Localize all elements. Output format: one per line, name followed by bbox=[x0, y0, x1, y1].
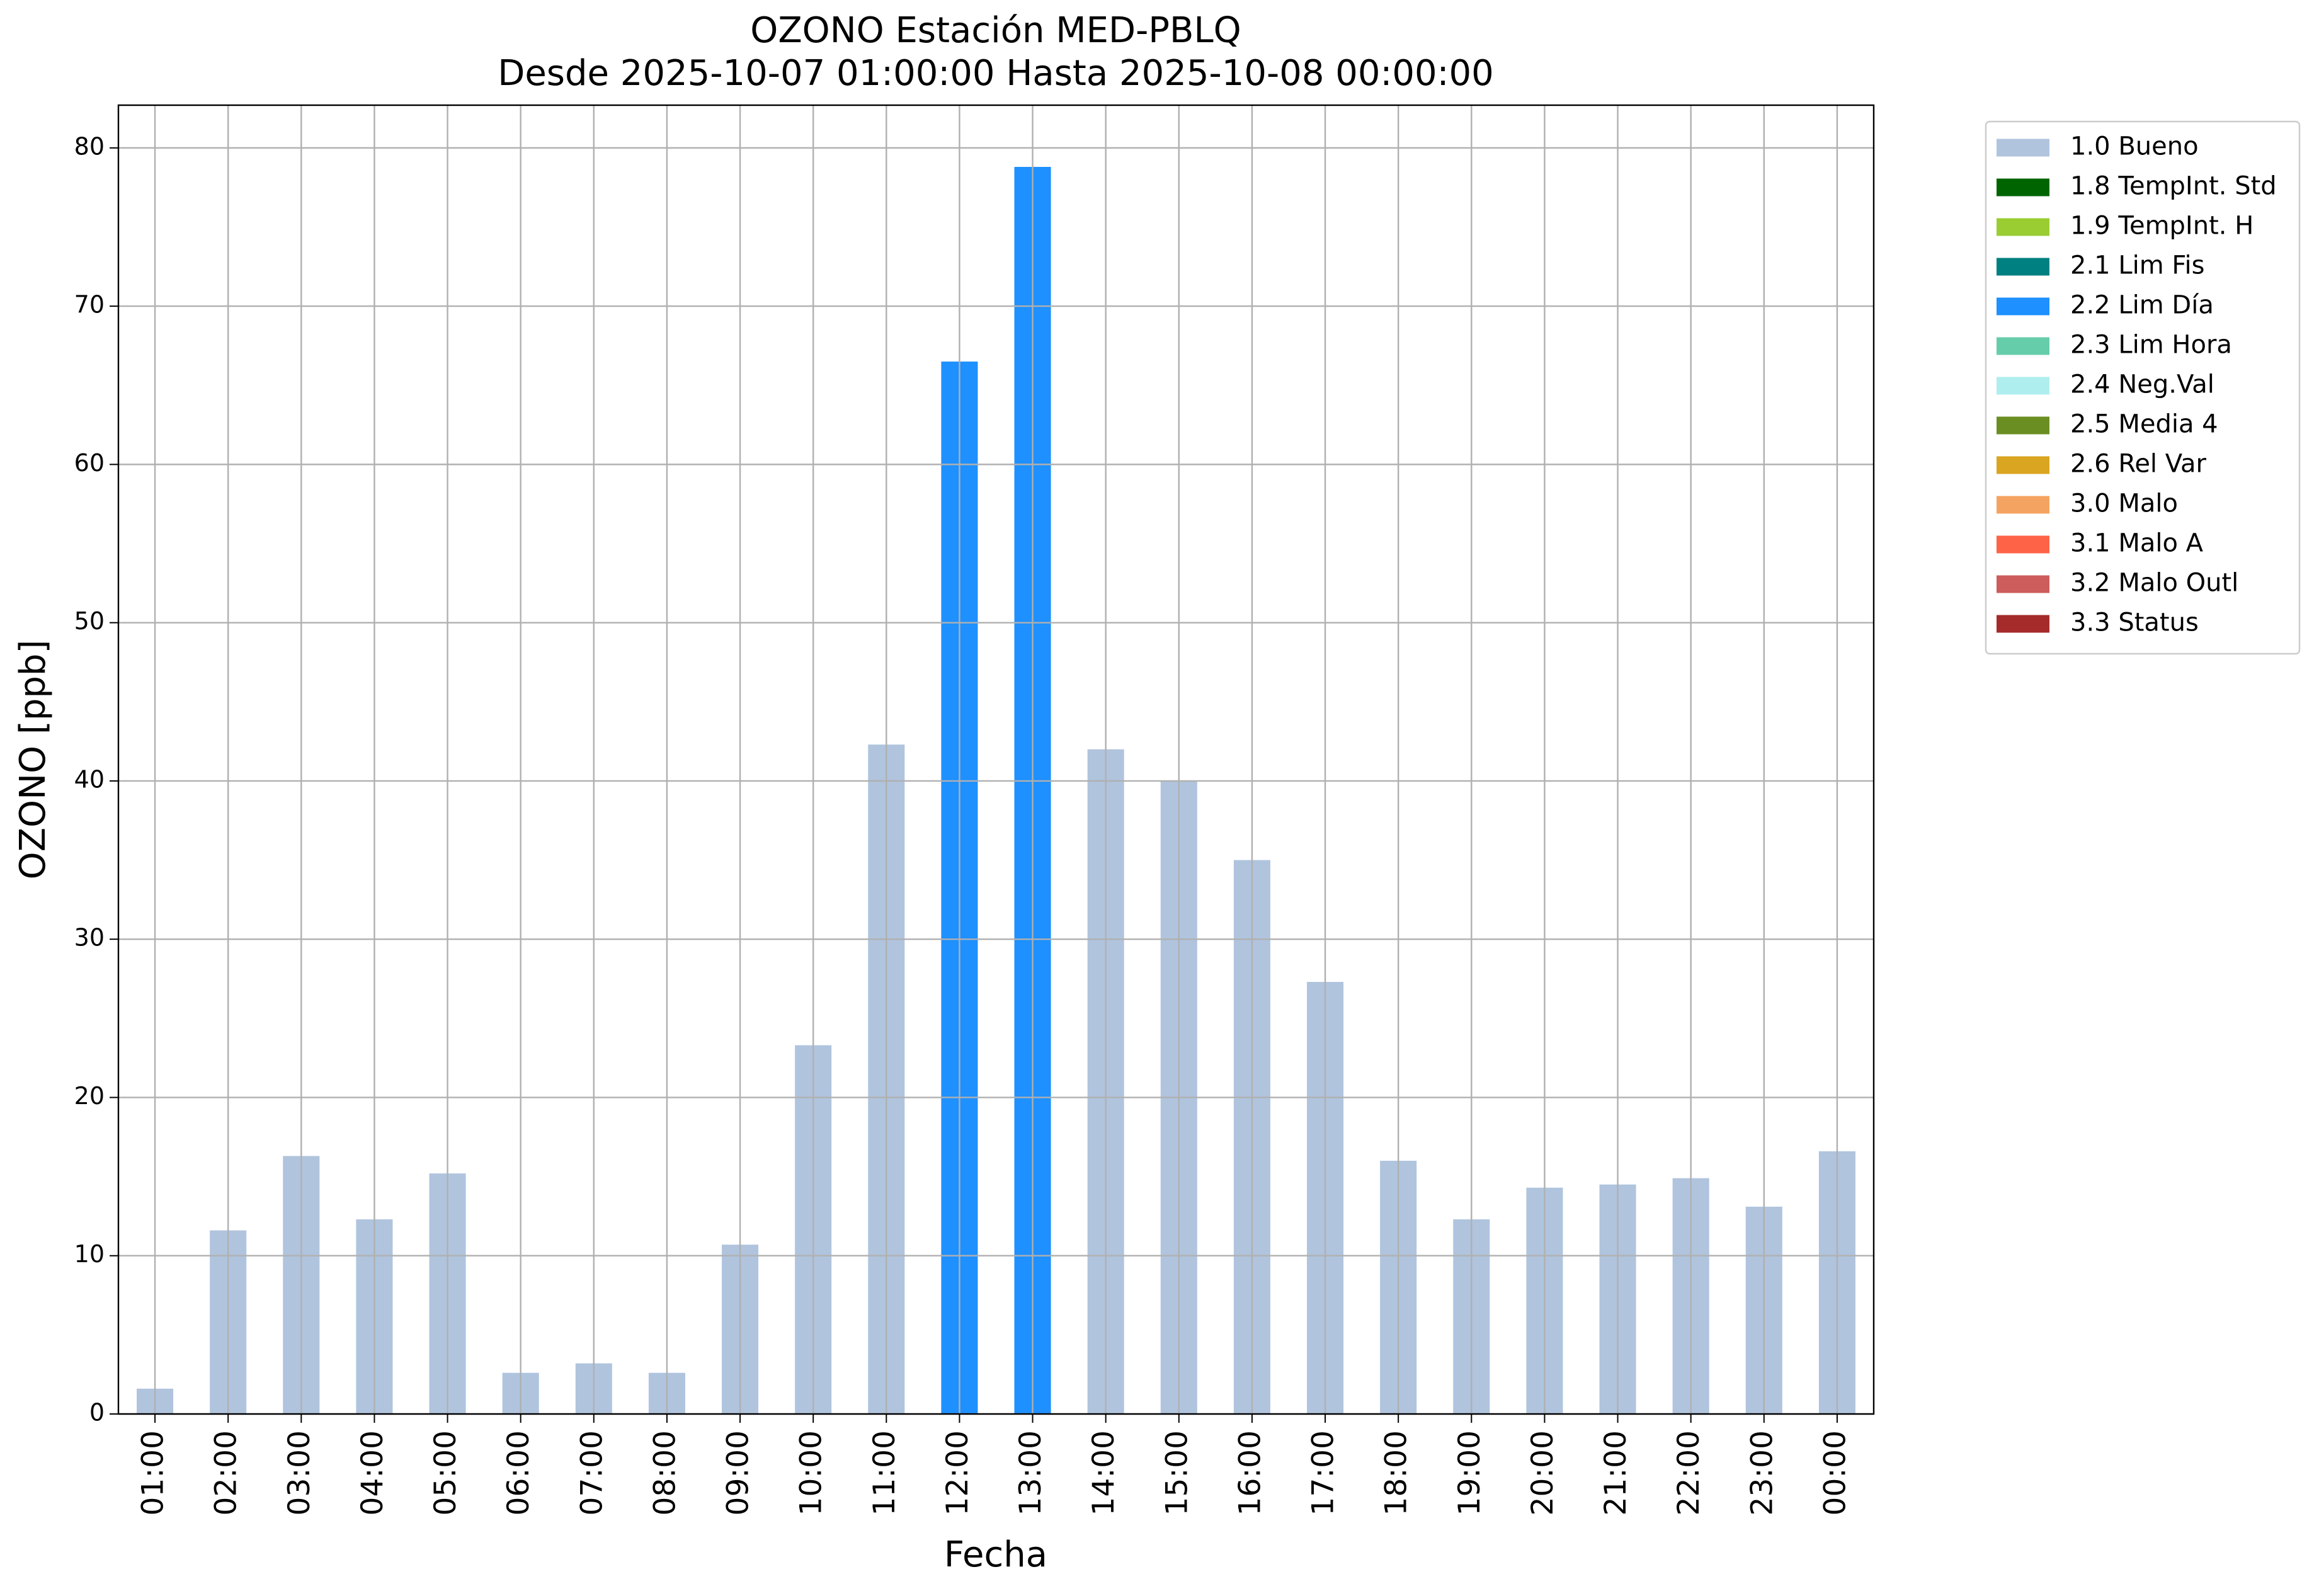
legend-swatch bbox=[1997, 178, 2049, 197]
legend-swatch bbox=[1997, 377, 2049, 395]
legend-swatch bbox=[1997, 535, 2049, 554]
y-tick-label: 50 bbox=[74, 607, 105, 635]
legend-label: 3.2 Malo Outl bbox=[2070, 569, 2238, 598]
x-tick-label: 16:00 bbox=[1233, 1430, 1267, 1515]
x-tick-label: 14:00 bbox=[1086, 1430, 1121, 1515]
x-tick-label: 17:00 bbox=[1306, 1430, 1341, 1515]
legend-label: 2.5 Media 4 bbox=[2070, 410, 2218, 439]
legend-label: 1.9 TempInt. H bbox=[2070, 212, 2253, 241]
legend-label: 3.3 Status bbox=[2070, 608, 2199, 637]
y-tick-label: 0 bbox=[89, 1399, 105, 1427]
legend-swatch bbox=[1997, 496, 2049, 514]
x-tick-label: 04:00 bbox=[355, 1430, 390, 1515]
x-tick-label: 11:00 bbox=[867, 1430, 902, 1515]
legend-swatch bbox=[1997, 258, 2049, 276]
x-tick-label: 13:00 bbox=[1013, 1430, 1048, 1515]
x-tick-label: 08:00 bbox=[647, 1430, 682, 1515]
legend-swatch bbox=[1997, 297, 2049, 316]
y-axis-label: OZONO [ppb] bbox=[13, 640, 54, 880]
y-tick-label: 70 bbox=[74, 291, 105, 319]
y-tick-label: 20 bbox=[74, 1082, 105, 1110]
legend-label: 1.8 TempInt. Std bbox=[2070, 172, 2277, 201]
y-tick-label: 60 bbox=[74, 449, 105, 477]
x-tick-label: 05:00 bbox=[428, 1430, 463, 1515]
legend-box bbox=[1985, 120, 2301, 655]
legend-swatch bbox=[1997, 456, 2049, 474]
x-tick-label: 15:00 bbox=[1160, 1430, 1194, 1515]
legend-label: 2.1 Lim Fis bbox=[2070, 251, 2204, 280]
legend-swatch bbox=[1997, 416, 2049, 435]
legend-label: 1.0 Bueno bbox=[2070, 132, 2199, 161]
y-tick-label: 80 bbox=[74, 132, 105, 160]
x-tick-label: 06:00 bbox=[501, 1430, 536, 1515]
legend-swatch bbox=[1997, 575, 2049, 593]
x-tick-label: 03:00 bbox=[282, 1430, 317, 1515]
legend-label: 2.6 Rel Var bbox=[2070, 450, 2207, 479]
x-tick-label: 12:00 bbox=[940, 1430, 975, 1515]
x-tick-label: 23:00 bbox=[1745, 1430, 1779, 1515]
legend-swatch bbox=[1997, 337, 2049, 355]
x-tick-label: 20:00 bbox=[1525, 1430, 1560, 1515]
y-tick-label: 10 bbox=[74, 1240, 105, 1268]
x-tick-label: 00:00 bbox=[1818, 1430, 1852, 1515]
legend-label: 2.3 Lim Hora bbox=[2070, 331, 2232, 360]
legend-label: 3.0 Malo bbox=[2070, 489, 2178, 518]
legend-swatch bbox=[1997, 615, 2049, 633]
legend-label: 2.4 Neg.Val bbox=[2070, 370, 2214, 399]
x-tick-label: 07:00 bbox=[574, 1430, 609, 1515]
legend-swatch bbox=[1997, 218, 2049, 236]
x-tick-label: 21:00 bbox=[1598, 1430, 1633, 1515]
legend-swatch bbox=[1997, 139, 2049, 157]
x-tick-label: 02:00 bbox=[209, 1430, 244, 1515]
x-tick-label: 19:00 bbox=[1452, 1430, 1487, 1515]
y-tick-label: 30 bbox=[74, 924, 105, 952]
x-tick-label: 01:00 bbox=[136, 1430, 171, 1515]
plot-frame bbox=[117, 104, 1875, 1415]
y-tick-label: 40 bbox=[74, 765, 105, 793]
x-tick-label: 22:00 bbox=[1672, 1430, 1706, 1515]
x-tick-label: 18:00 bbox=[1379, 1430, 1414, 1515]
chart-subtitle: Desde 2025-10-07 01:00:00 Hasta 2025-10-… bbox=[498, 53, 1494, 94]
legend-label: 2.2 Lim Día bbox=[2070, 291, 2214, 320]
x-tick-label: 09:00 bbox=[721, 1430, 756, 1515]
x-tick-label: 10:00 bbox=[794, 1430, 829, 1515]
legend-label: 3.1 Malo A bbox=[2070, 529, 2204, 558]
chart-title: OZONO Estación MED-PBLQ bbox=[750, 10, 1241, 51]
x-axis-label: Fecha bbox=[944, 1534, 1047, 1575]
